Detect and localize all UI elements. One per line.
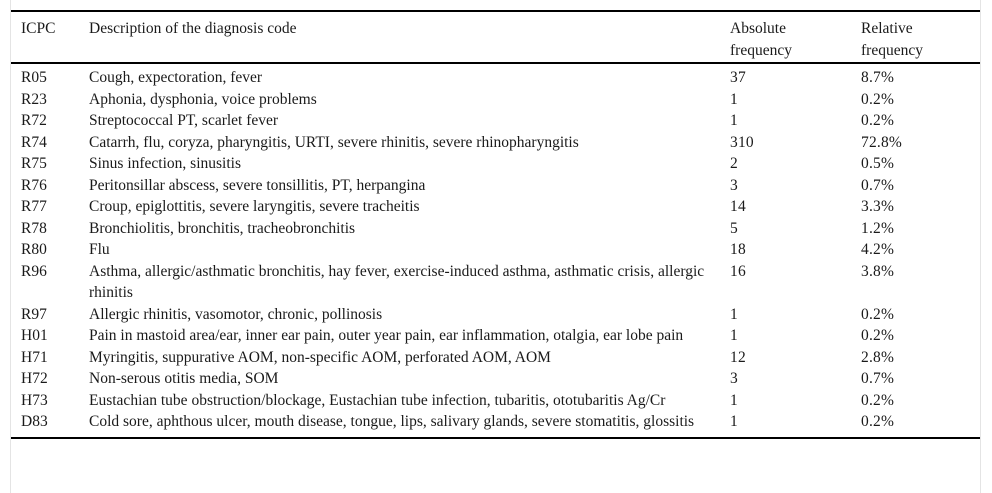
column-header-icpc: ICPC (11, 11, 89, 64)
code-cell: R72 (21, 112, 47, 129)
code-cell: R97 (21, 305, 47, 323)
description-cell: Allergic rhinitis, vasomotor, chronic, p… (89, 305, 383, 323)
description-cell: Asthma, allergic/asthmatic bronchitis, h… (89, 262, 705, 302)
column-header-description: Description of the diagnosis code (89, 11, 730, 64)
table-row: R05 Cough, expectoration, fever 37 8.7% (11, 63, 980, 89)
code-cell: R80 (21, 241, 47, 258)
description-cell: Catarrh, flu, coryza, pharyngitis, URTI,… (89, 133, 579, 151)
relative-frequency-cell: 0.7% (861, 370, 895, 387)
code-cell: R76 (21, 176, 47, 194)
table-row: H72 Non-serous otitis media, SOM 3 0.7% (11, 368, 980, 390)
relative-frequency-cell: 0.2% (861, 391, 895, 409)
code-cell: H71 (21, 348, 48, 366)
relative-frequency-cell: 4.2% (861, 241, 895, 258)
relative-frequency-cell: 0.2% (861, 327, 895, 344)
description-cell: Aphonia, dysphonia, voice problems (89, 90, 317, 108)
code-cell: H73 (21, 391, 48, 409)
table-row: D83 Cold sore, aphthous ulcer, mouth dise… (11, 411, 980, 438)
table-row: H01 Pain in mastoid area/ear, inner ear p… (11, 325, 980, 347)
relative-frequency-cell: 0.2% (861, 112, 895, 129)
relative-frequency-cell: 72.8% (861, 133, 903, 151)
table-row: H71 Myringitis, suppurative AOM, non-spec… (11, 347, 980, 369)
absolute-frequency-cell: 3 (730, 176, 738, 194)
code-cell: D83 (21, 413, 48, 430)
code-cell: R23 (21, 90, 47, 108)
code-cell: R96 (21, 262, 47, 280)
relative-frequency-cell: 0.2% (861, 413, 895, 430)
absolute-frequency-cell: 2 (730, 155, 738, 172)
absolute-frequency-cell: 1 (730, 327, 738, 344)
relative-frequency-cell: 2.8% (861, 348, 895, 366)
table-row: R76 Peritonsillar abscess, severe tonsill… (11, 175, 980, 197)
table-row: R75 Sinus infection, sinusitis 2 0.5% (11, 153, 980, 175)
description-cell: Non-serous otitis media, SOM (89, 370, 279, 387)
table-row: R80 Flu 18 4.2% (11, 239, 980, 261)
table-row: R23 Aphonia, dysphonia, voice problems 1 0.… (11, 89, 980, 111)
description-cell: Cold sore, aphthous ulcer, mouth disease… (89, 413, 695, 430)
absolute-frequency-cell: 5 (730, 219, 738, 237)
code-cell: R75 (21, 155, 47, 172)
absolute-frequency-cell: 1 (730, 413, 738, 430)
table-frame: ICPC Description of the diagnosis code A… (10, 0, 981, 493)
relative-frequency-cell: 3.3% (861, 198, 895, 215)
table-row: R97 Allergic rhinitis, vasomotor, chronic… (11, 304, 980, 326)
absolute-frequency-cell: 1 (730, 391, 738, 409)
table-row: R72 Streptococcal PT, scarlet fever 1 0.2% (11, 110, 980, 132)
relative-frequency-cell: 0.5% (861, 155, 895, 172)
absolute-frequency-cell: 1 (730, 90, 738, 108)
table-row: R78 Bronchiolitis, bronchitis, tracheobro… (11, 218, 980, 240)
absolute-frequency-cell: 18 (730, 241, 746, 258)
relative-frequency-cell: 8.7% (861, 69, 895, 86)
absolute-frequency-cell: 310 (730, 133, 754, 151)
description-cell: Bronchiolitis, bronchitis, tracheobronch… (89, 219, 356, 237)
description-cell: Croup, epiglottitis, severe laryngitis, … (89, 198, 420, 215)
description-cell: Cough, expectoration, fever (89, 69, 263, 86)
description-cell: Flu (89, 241, 110, 258)
absolute-frequency-cell: 1 (730, 112, 738, 129)
absolute-frequency-cell: 37 (730, 69, 746, 86)
absolute-frequency-cell: 16 (730, 262, 746, 280)
description-cell: Streptococcal PT, scarlet fever (89, 112, 279, 129)
absolute-frequency-cell: 12 (730, 348, 746, 366)
absolute-frequency-cell: 1 (730, 305, 738, 323)
code-cell: H72 (21, 370, 48, 387)
column-header-absolute-frequency: Absolute frequency (730, 11, 861, 64)
column-header-relative-frequency-label: Relative frequency (861, 20, 923, 59)
relative-frequency-cell: 0.2% (861, 90, 895, 108)
table-row: H73 Eustachian tube obstruction/blockage,… (11, 390, 980, 412)
code-cell: R77 (21, 198, 47, 215)
code-cell: H01 (21, 327, 48, 344)
description-cell: Pain in mastoid area/ear, inner ear pain… (89, 327, 684, 344)
table-header: ICPC Description of the diagnosis code A… (11, 11, 980, 64)
absolute-frequency-cell: 3 (730, 370, 738, 387)
column-header-absolute-frequency-label: Absolute frequency (730, 20, 792, 59)
absolute-frequency-cell: 14 (730, 198, 746, 215)
description-cell: Sinus infection, sinusitis (89, 155, 241, 172)
relative-frequency-cell: 0.7% (861, 176, 895, 194)
diagnosis-frequency-table: ICPC Description of the diagnosis code A… (11, 10, 980, 439)
table-body: R05 Cough, expectoration, fever 37 8.7% R23 A… (11, 63, 980, 438)
relative-frequency-cell: 3.8% (861, 262, 895, 280)
table-row: R74 Catarrh, flu, coryza, pharyngitis, UR… (11, 132, 980, 154)
description-cell: Eustachian tube obstruction/blockage, Eu… (89, 391, 666, 409)
code-cell: R74 (21, 133, 47, 151)
description-cell: Peritonsillar abscess, severe tonsilliti… (89, 176, 426, 194)
column-header-relative-frequency: Relative frequency (861, 11, 980, 64)
description-cell: Myringitis, suppurative AOM, non-specifi… (89, 348, 551, 366)
relative-frequency-cell: 1.2% (861, 219, 895, 237)
code-cell: R78 (21, 219, 47, 237)
code-cell: R05 (21, 69, 47, 86)
table-header-row: ICPC Description of the diagnosis code A… (11, 11, 980, 64)
table-row: R96 Asthma, allergic/asthmatic bronchitis… (11, 261, 980, 304)
table-row: R77 Croup, epiglottitis, severe laryngiti… (11, 196, 980, 218)
relative-frequency-cell: 0.2% (861, 305, 895, 323)
